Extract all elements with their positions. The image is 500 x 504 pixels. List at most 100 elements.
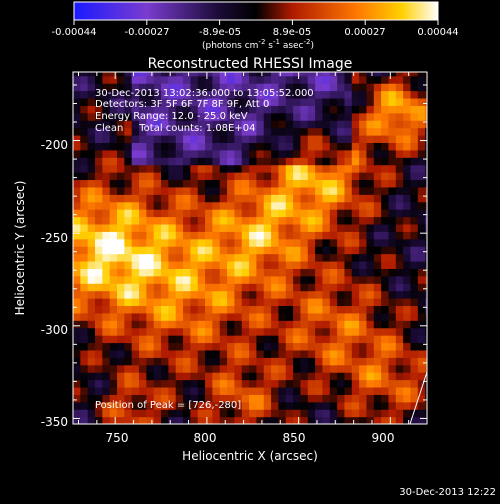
heatmap-cell — [359, 201, 368, 210]
heatmap-cell — [197, 127, 206, 136]
heatmap-cell — [381, 246, 390, 255]
heatmap-cell — [322, 401, 331, 410]
heatmap-cell — [417, 120, 426, 129]
heatmap-cell — [381, 342, 390, 351]
heatmap-cell — [366, 83, 375, 92]
heatmap-cell — [285, 120, 294, 129]
heatmap-cell — [307, 127, 316, 136]
heatmap-cell — [285, 335, 294, 344]
heatmap-cell — [388, 127, 397, 136]
heatmap-cell — [197, 335, 206, 344]
heatmap-cell — [300, 164, 309, 173]
heatmap-cell — [351, 223, 360, 232]
heatmap-cell — [315, 172, 324, 181]
heatmap-cell — [102, 372, 111, 381]
heatmap-cell — [219, 134, 228, 143]
heatmap-cell — [80, 97, 89, 106]
heatmap-cell — [344, 97, 353, 106]
heatmap-cell — [146, 268, 155, 277]
heatmap-cell — [183, 105, 191, 114]
heatmap-cell — [227, 179, 236, 188]
heatmap-cell — [249, 90, 258, 99]
heatmap-cell — [337, 290, 346, 299]
heatmap-cell — [344, 194, 353, 203]
heatmap-cell — [381, 401, 390, 410]
heatmap-cell — [322, 186, 331, 195]
heatmap-cell — [183, 83, 191, 92]
annotations: 30-Dec-2013 13:02:36.000 to 13:05:52.000… — [95, 88, 314, 411]
heatmap-cell — [373, 275, 382, 284]
heatmap-cell — [168, 320, 177, 329]
heatmap-cell — [249, 342, 258, 351]
heatmap-cell — [161, 142, 169, 151]
heatmap-cell — [300, 97, 309, 106]
heatmap-cell — [153, 186, 162, 195]
heatmap-cell — [388, 231, 397, 240]
heatmap-cell — [285, 216, 294, 225]
heatmap-cell — [344, 120, 353, 129]
heatmap-cell — [161, 186, 169, 195]
heatmap-cell — [359, 357, 368, 366]
heatmap-cell — [366, 238, 375, 247]
heatmap-cell — [381, 372, 390, 381]
heatmap-cell — [403, 127, 412, 136]
heatmap-cell — [410, 142, 419, 151]
heatmap-cell — [87, 120, 96, 129]
heatmap-cell — [219, 83, 228, 92]
heatmap-cell — [161, 416, 169, 424]
heatmap-cell — [285, 409, 294, 418]
heatmap-cell — [219, 149, 228, 158]
heatmap-cell — [403, 223, 412, 232]
heatmap-cell — [373, 105, 382, 114]
heatmap-cell — [227, 149, 236, 158]
heatmap-cell — [344, 409, 353, 418]
heatmap-cell — [293, 164, 302, 173]
heatmap-cell — [95, 90, 103, 99]
heatmap-cell — [212, 142, 221, 151]
heatmap-cell — [285, 268, 294, 277]
heatmap-cell — [388, 83, 397, 92]
heatmap-cell — [219, 320, 228, 329]
heatmap-cell — [212, 409, 221, 418]
heatmap-cell — [373, 238, 382, 247]
heatmap-cell — [256, 335, 265, 344]
heatmap-cell — [161, 105, 169, 114]
heatmap-cell — [410, 112, 419, 121]
heatmap-cell — [241, 127, 250, 136]
heatmap-cell — [161, 216, 169, 225]
heatmap-cell — [190, 238, 199, 247]
heatmap-cell — [351, 312, 360, 321]
heatmap-cell — [227, 283, 236, 292]
heatmap-cell — [117, 268, 125, 277]
heatmap-cell — [197, 149, 206, 158]
heatmap-cell — [256, 290, 265, 299]
heatmap-cell — [109, 194, 118, 203]
heatmap-cell — [190, 312, 199, 321]
heatmap-cell — [322, 105, 331, 114]
heatmap-cell — [417, 83, 426, 92]
heatmap-cell — [344, 298, 353, 307]
heatmap-cell — [131, 157, 140, 166]
heatmap-cell — [381, 416, 390, 424]
heatmap-cell — [278, 320, 287, 329]
heatmap-cell — [337, 372, 346, 381]
heatmap-cell — [175, 342, 184, 351]
heatmap-cell — [168, 172, 177, 181]
heatmap-cell — [293, 260, 302, 269]
heatmap-cell — [300, 260, 309, 269]
heatmap-cell — [139, 416, 147, 424]
heatmap-cell — [344, 246, 353, 255]
heatmap-cell — [307, 372, 316, 381]
heatmap-cell — [183, 342, 191, 351]
heatmap-cell — [329, 246, 338, 255]
heatmap-cell — [417, 253, 426, 262]
heatmap-cell — [351, 105, 360, 114]
heatmap-cell — [227, 164, 236, 173]
heatmap-cell — [359, 401, 368, 410]
heatmap-cell — [300, 401, 309, 410]
heatmap-cell — [153, 72, 162, 77]
heatmap-cell — [417, 127, 426, 136]
heatmap-cell — [197, 416, 206, 424]
heatmap-cell — [249, 201, 258, 210]
heatmap-cell — [410, 127, 419, 136]
